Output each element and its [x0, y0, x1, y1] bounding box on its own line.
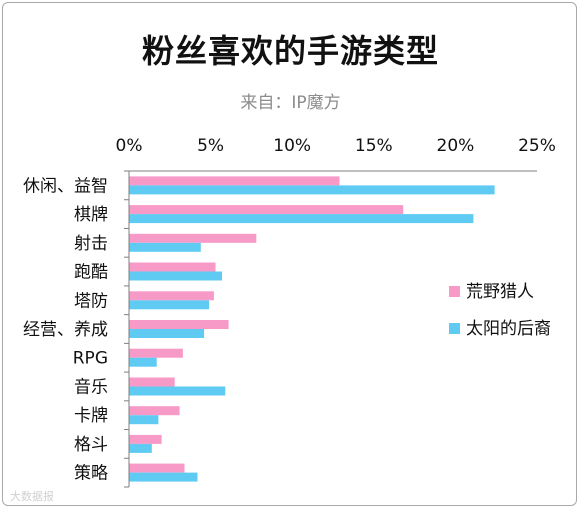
- bar-series1: [129, 233, 257, 243]
- bar-series1: [129, 176, 340, 186]
- bar-series2: [129, 415, 159, 425]
- bar-series1: [129, 406, 180, 416]
- legend-label: 太阳的后裔: [466, 319, 551, 339]
- x-axis-ticks: 0% 5% 10% 15% 20% 25%: [116, 136, 556, 156]
- category-label: 策略: [74, 464, 108, 484]
- bar-series1: [129, 434, 162, 444]
- bar-series2: [129, 329, 205, 338]
- x-tick-label: 0%: [116, 136, 143, 156]
- chart-frame: [2, 2, 577, 506]
- chart-title: 粉丝喜欢的手游类型: [141, 32, 439, 70]
- chart-subtitle: 来自：IP魔方: [240, 93, 341, 113]
- bar-series2: [129, 300, 209, 310]
- bar-series1: [129, 205, 404, 215]
- bar-series2: [129, 386, 226, 396]
- bar-series1: [129, 291, 214, 301]
- category-label: 塔防: [74, 291, 108, 311]
- axes-group: [124, 170, 537, 488]
- x-tick-label: 20%: [437, 136, 475, 156]
- bar-series2: [129, 185, 495, 195]
- category-label: 休闲、益智: [23, 176, 108, 196]
- bars-group: [129, 176, 495, 482]
- category-label: 卡牌: [74, 406, 108, 426]
- category-label: 棋牌: [74, 205, 108, 225]
- bar-series1: [129, 262, 216, 272]
- legend-label: 荒野猎人: [466, 282, 534, 302]
- bar-series1: [129, 463, 185, 473]
- bar-series1: [129, 348, 183, 358]
- x-tick-label: 5%: [197, 136, 224, 156]
- category-label: RPG: [73, 349, 108, 369]
- legend-swatch: [449, 286, 460, 297]
- category-label: 跑酷: [74, 263, 108, 283]
- x-tick-label: 25%: [518, 136, 556, 156]
- bar-series2: [129, 271, 222, 281]
- category-label: 经营、养成: [23, 320, 108, 340]
- bar-series2: [129, 443, 152, 453]
- bar-series2: [129, 242, 201, 252]
- bar-series1: [129, 377, 175, 387]
- bar-series1: [129, 320, 229, 329]
- bar-series2: [129, 214, 474, 224]
- x-tick-label: 15%: [355, 136, 393, 156]
- x-tick-label: 10%: [273, 136, 311, 156]
- bar-series2: [129, 357, 157, 367]
- category-label: 音乐: [74, 377, 108, 397]
- watermark: 大数据报: [10, 490, 54, 503]
- category-label: 射击: [74, 234, 108, 254]
- bar-series2: [129, 472, 198, 482]
- legend-swatch: [449, 323, 460, 334]
- category-label: 格斗: [74, 435, 108, 455]
